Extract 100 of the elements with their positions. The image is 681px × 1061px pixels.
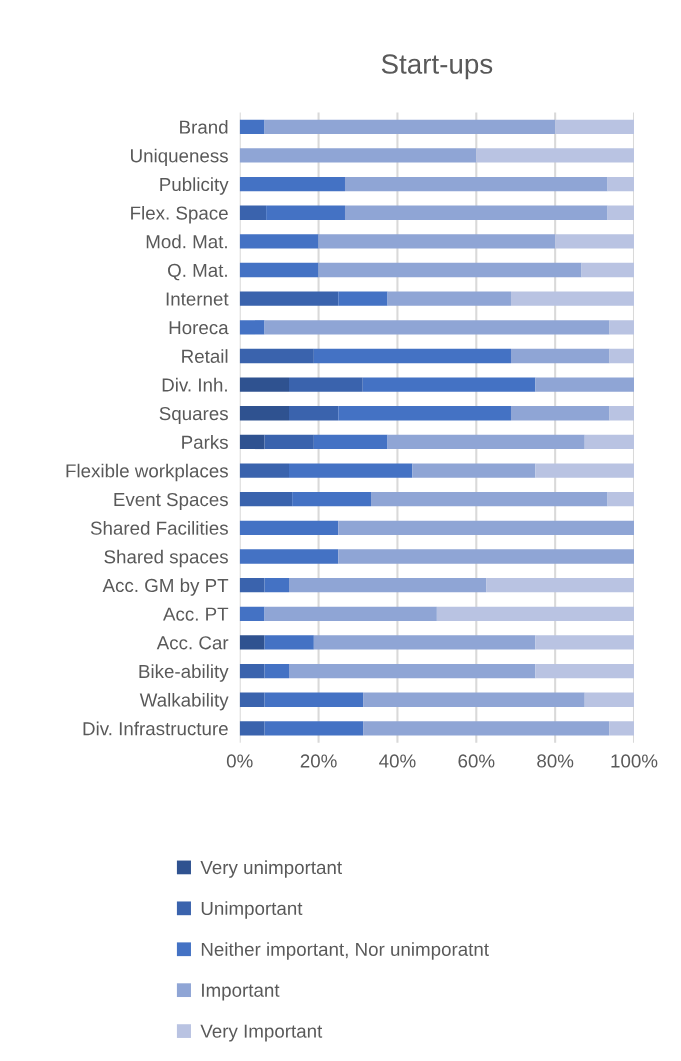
bar (239, 119, 265, 134)
y-tick-label: Q. Mat. (168, 263, 227, 281)
bar (535, 663, 635, 679)
bar (609, 320, 635, 335)
bar (584, 692, 635, 707)
x-tick-label: 80% (537, 754, 574, 768)
bar (313, 434, 388, 450)
bar (581, 262, 635, 278)
bar (289, 377, 363, 392)
bar (436, 606, 635, 621)
bar (363, 721, 610, 736)
bar (510, 406, 610, 421)
bar (510, 348, 610, 364)
y-tick-label: Retail (182, 349, 228, 363)
y-tick-label: Uniqueness (131, 148, 228, 167)
bar (239, 406, 289, 421)
bar (264, 577, 289, 593)
bar (239, 692, 265, 707)
bar (239, 721, 265, 736)
bar (239, 377, 289, 392)
bar (313, 348, 511, 364)
bar (239, 348, 314, 364)
legend-label: Very unimportant (200, 860, 342, 878)
bar (239, 176, 345, 192)
y-tick-label: Horeca (169, 321, 229, 335)
y-tick-label: Bike-ability (139, 664, 229, 682)
bar (609, 721, 635, 736)
x-tick-label: 60% (458, 754, 495, 768)
bar (239, 434, 265, 450)
bar (239, 148, 477, 163)
bar (412, 463, 536, 478)
bar (239, 463, 289, 478)
bar (371, 492, 608, 507)
bar (264, 721, 364, 736)
x-tick-label: 20% (300, 754, 337, 768)
bar (344, 205, 608, 220)
bar (289, 663, 536, 679)
x-tick-label: 40% (379, 754, 416, 768)
bar (239, 635, 265, 650)
bar (264, 635, 314, 650)
bar (264, 320, 610, 335)
y-tick-label: Shared Facilities (90, 521, 228, 535)
y-tick-label: Mod. Mat. (146, 234, 227, 249)
bar (363, 692, 585, 707)
bar (239, 205, 267, 220)
bar (338, 291, 388, 306)
bar (292, 492, 372, 507)
bar (607, 492, 635, 507)
legend-label: Important (202, 983, 280, 1001)
legend-label: Very Important (200, 1024, 323, 1042)
x-tick-label: 100% (611, 754, 658, 768)
chart-title: Start-ups (381, 54, 493, 80)
bar (486, 577, 635, 593)
bar (387, 291, 511, 306)
y-tick-label: Squares (159, 406, 228, 424)
bar (239, 291, 339, 306)
bar (239, 549, 339, 564)
bar (239, 520, 339, 536)
y-tick-label: Acc. GM by PT (102, 578, 229, 596)
bar (510, 291, 635, 306)
bar (239, 234, 319, 249)
bar (555, 119, 635, 134)
bar (318, 262, 582, 278)
bar (239, 262, 319, 278)
bar (338, 406, 511, 421)
y-tick-label: Internet (166, 292, 229, 306)
bar (609, 406, 635, 421)
bar (609, 348, 635, 364)
bar (607, 176, 635, 192)
bar (584, 434, 635, 450)
bar (362, 377, 536, 392)
y-tick-label: Div. Infrastructure (83, 721, 228, 736)
bar (239, 320, 265, 335)
x-tick-label: 0% (226, 754, 253, 768)
bar (264, 434, 314, 450)
y-tick-label: Flex. Space (131, 205, 228, 224)
bar (289, 577, 487, 593)
bar (535, 377, 635, 392)
bar (387, 434, 585, 450)
bar (264, 606, 437, 621)
bar (264, 692, 364, 707)
bar (607, 205, 635, 220)
bar (476, 148, 635, 163)
bar (313, 635, 536, 650)
legend-label: Neither important, Nor unimporatnt (201, 942, 489, 960)
bar (266, 205, 345, 220)
bar (535, 463, 635, 478)
bar (555, 234, 635, 249)
bar (239, 663, 265, 679)
y-tick-label: Flexible workplaces (66, 463, 228, 482)
bar (239, 606, 265, 621)
bar (264, 119, 556, 134)
y-tick-label: Div. Inh. (162, 377, 227, 392)
bar (338, 520, 635, 536)
bar (344, 176, 608, 192)
bar (318, 234, 556, 249)
bar (535, 635, 635, 650)
bar (239, 492, 293, 507)
bar (239, 577, 265, 593)
y-tick-label: Event Spaces (114, 492, 228, 510)
